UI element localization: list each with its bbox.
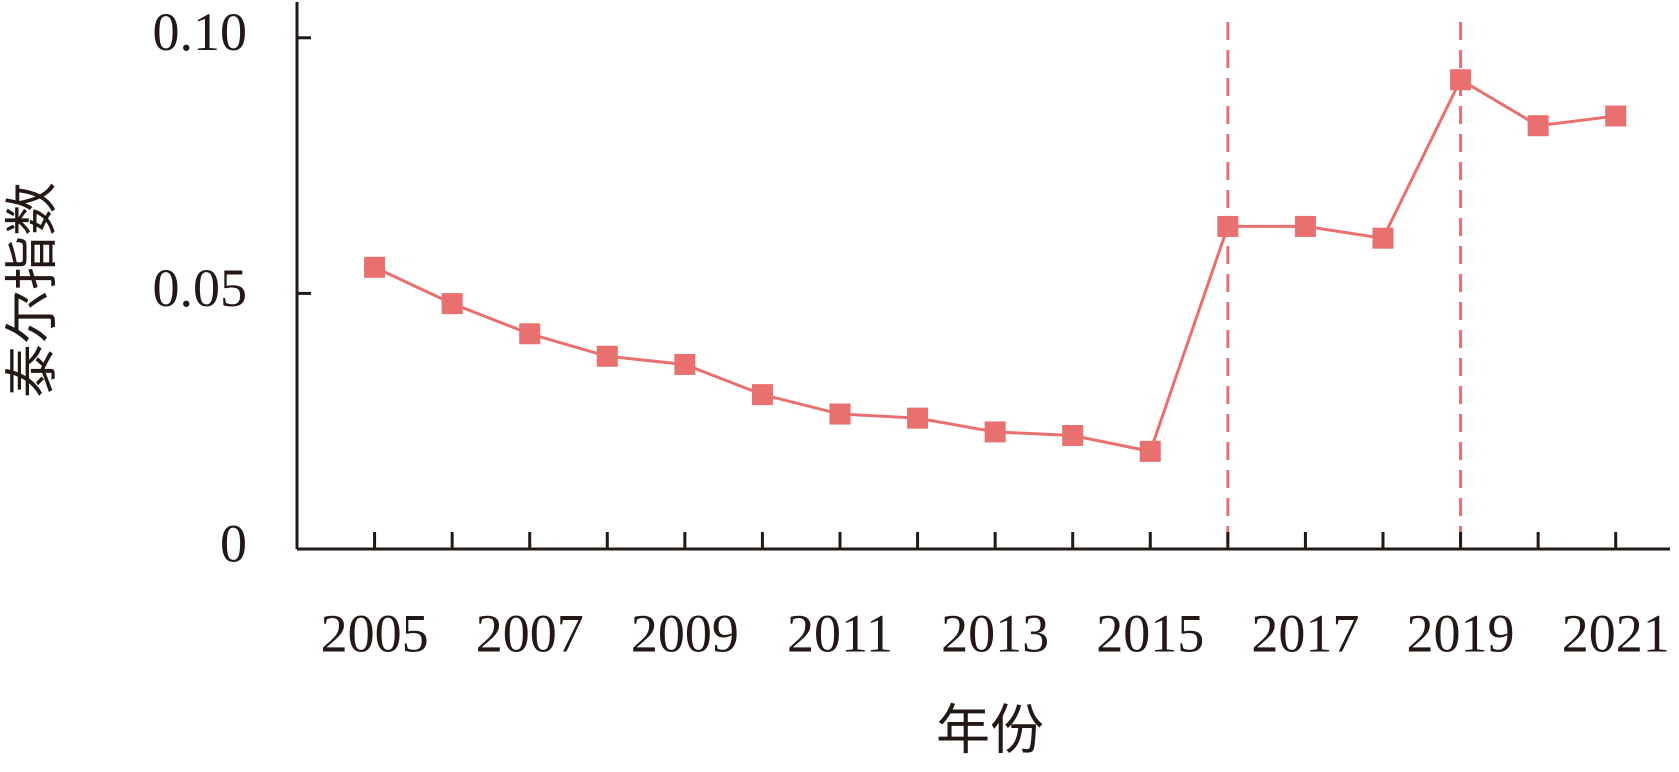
x-tick-label: 2011 — [787, 603, 893, 663]
marker — [907, 407, 929, 429]
marker — [1527, 115, 1549, 137]
marker — [441, 293, 463, 315]
marker — [519, 323, 541, 345]
marker — [829, 403, 851, 425]
marker — [1139, 440, 1161, 462]
x-tick-label: 2015 — [1096, 603, 1204, 663]
marker — [1372, 227, 1394, 249]
x-tick-label: 2013 — [941, 603, 1049, 663]
marker — [674, 353, 696, 375]
marker — [984, 421, 1006, 443]
x-tick-label: 2005 — [321, 603, 429, 663]
marker — [1217, 215, 1239, 237]
x-tick-label: 2019 — [1407, 603, 1515, 663]
marker — [364, 256, 386, 278]
y-tick-label: 0.10 — [153, 2, 248, 62]
marker — [1294, 215, 1316, 237]
line — [373, 77, 1616, 454]
marker — [1450, 69, 1472, 91]
marker — [596, 345, 618, 367]
x-tick-label: 2009 — [631, 603, 739, 663]
y-axis-title: 泰尔指数 — [2, 182, 62, 398]
x-tick-label: 2017 — [1251, 603, 1359, 663]
marker — [751, 384, 773, 406]
marker — [1605, 105, 1627, 127]
x-tick-label: 2021 — [1562, 603, 1670, 663]
marker — [1062, 425, 1084, 447]
y-tick-label: 0 — [220, 513, 247, 573]
y-tick-label: 0.05 — [153, 258, 248, 318]
x-axis-title: 年份 — [936, 700, 1044, 760]
x-tick-label: 2007 — [476, 603, 584, 663]
